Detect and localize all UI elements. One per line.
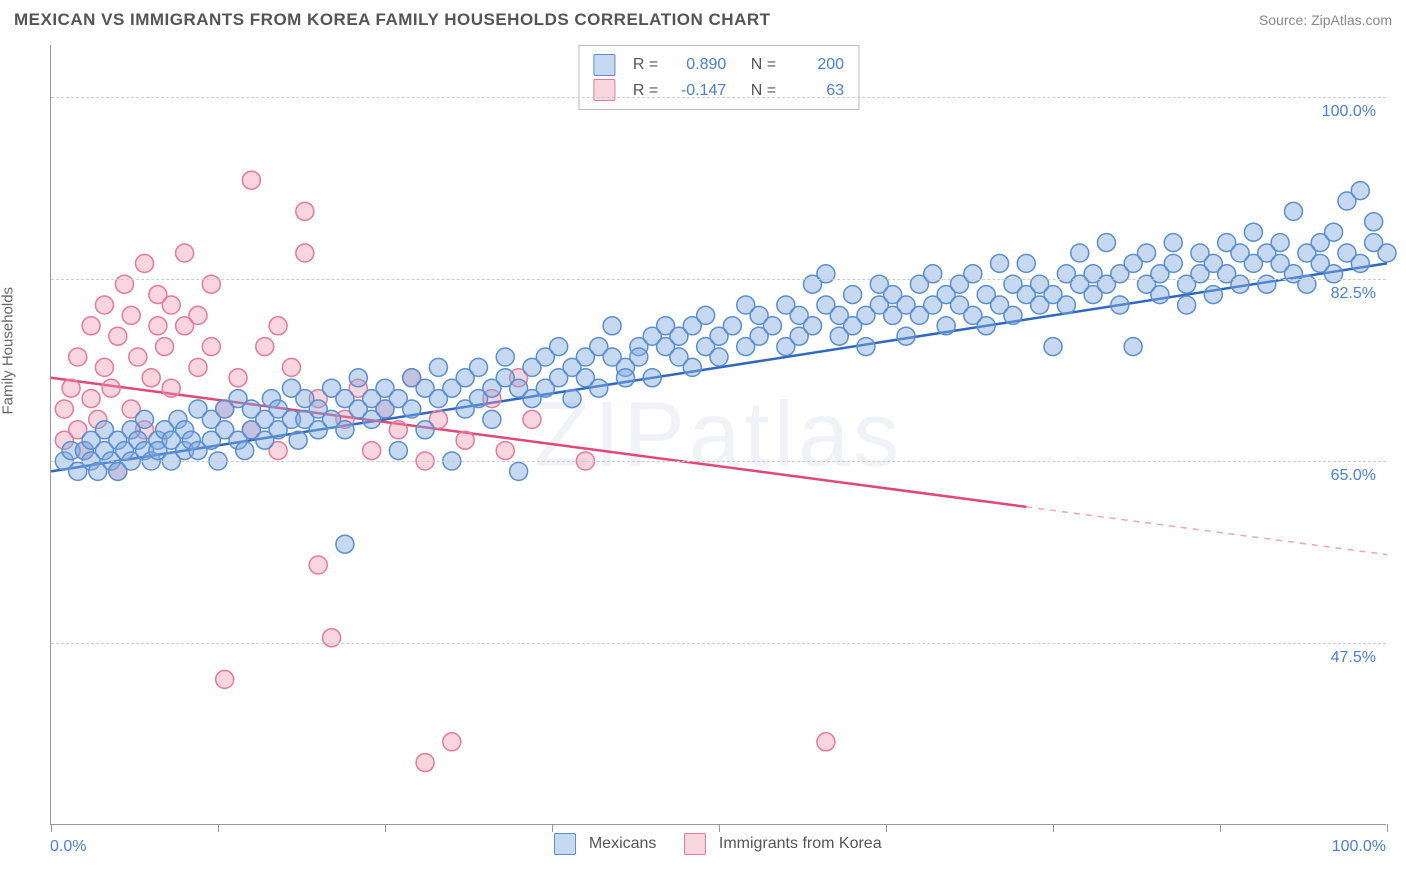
- stats-legend-row-2: R = -0.147 N = 63: [593, 78, 844, 104]
- chart-canvas: [51, 45, 1386, 824]
- bottom-legend-item-1: Mexicans: [554, 833, 656, 855]
- r-label-2: R =: [633, 78, 658, 104]
- ytick-label: 47.5%: [1331, 649, 1376, 667]
- r-label: R =: [633, 52, 658, 78]
- r-value-1: 0.890: [668, 52, 726, 78]
- source-attribution: Source: ZipAtlas.com: [1259, 12, 1392, 28]
- legend-swatch-blue-2: [554, 833, 576, 855]
- ytick-label: 65.0%: [1331, 467, 1376, 485]
- y-axis-label: Family Households: [0, 287, 17, 415]
- bottom-legend-item-2: Immigrants from Korea: [684, 833, 881, 855]
- ytick-label: 82.5%: [1331, 285, 1376, 303]
- ytick-label: 100.0%: [1322, 103, 1376, 121]
- n-label: N =: [751, 52, 776, 78]
- series2-label: Immigrants from Korea: [719, 835, 882, 852]
- bottom-legend: Mexicans Immigrants from Korea: [50, 833, 1386, 855]
- legend-swatch-pink-2: [684, 833, 706, 855]
- legend-swatch-blue: [593, 54, 615, 76]
- chart-plot-area: ZIPatlas R = 0.890 N = 200 R = -0.147 N …: [50, 45, 1386, 825]
- series1-label: Mexicans: [589, 835, 657, 852]
- stats-legend-row-1: R = 0.890 N = 200: [593, 52, 844, 78]
- n-value-2: 63: [786, 78, 844, 104]
- chart-title: MEXICAN VS IMMIGRANTS FROM KOREA FAMILY …: [14, 10, 771, 30]
- n-label-2: N =: [751, 78, 776, 104]
- legend-swatch-pink: [593, 79, 615, 101]
- r-value-2: -0.147: [668, 78, 726, 104]
- stats-legend: R = 0.890 N = 200 R = -0.147 N = 63: [578, 45, 859, 110]
- n-value-1: 200: [786, 52, 844, 78]
